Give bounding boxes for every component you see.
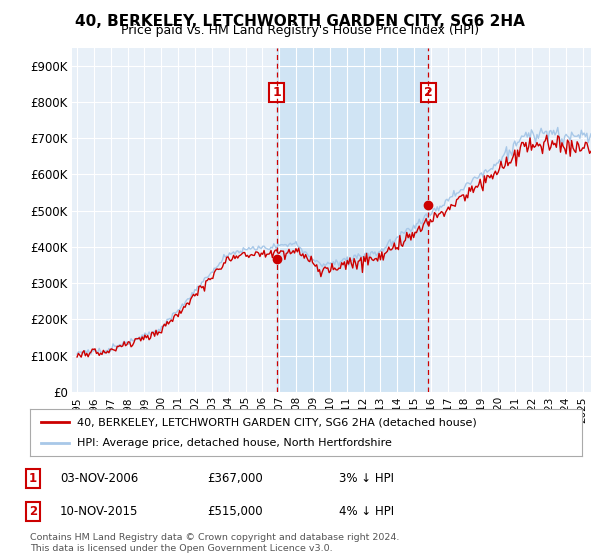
Text: 03-NOV-2006: 03-NOV-2006 [60, 472, 138, 486]
Text: £515,000: £515,000 [207, 505, 263, 518]
Text: 1: 1 [272, 86, 281, 99]
Text: Price paid vs. HM Land Registry's House Price Index (HPI): Price paid vs. HM Land Registry's House … [121, 24, 479, 37]
Text: 4% ↓ HPI: 4% ↓ HPI [339, 505, 394, 518]
Text: 2: 2 [424, 86, 433, 99]
Text: £367,000: £367,000 [207, 472, 263, 486]
Text: 40, BERKELEY, LETCHWORTH GARDEN CITY, SG6 2HA: 40, BERKELEY, LETCHWORTH GARDEN CITY, SG… [75, 14, 525, 29]
Text: 1: 1 [29, 472, 37, 486]
Text: 3% ↓ HPI: 3% ↓ HPI [339, 472, 394, 486]
Text: 10-NOV-2015: 10-NOV-2015 [60, 505, 139, 518]
Text: 40, BERKELEY, LETCHWORTH GARDEN CITY, SG6 2HA (detached house): 40, BERKELEY, LETCHWORTH GARDEN CITY, SG… [77, 417, 476, 427]
Text: 2: 2 [29, 505, 37, 518]
Text: Contains HM Land Registry data © Crown copyright and database right 2024.
This d: Contains HM Land Registry data © Crown c… [30, 533, 400, 553]
Text: HPI: Average price, detached house, North Hertfordshire: HPI: Average price, detached house, Nort… [77, 438, 392, 448]
Bar [277, 48, 428, 392]
